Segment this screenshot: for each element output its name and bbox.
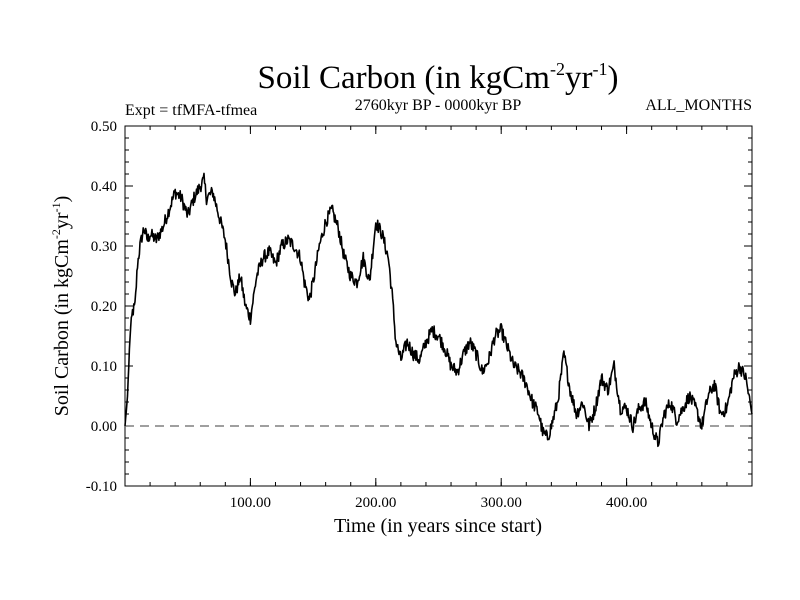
subtitle-left: Expt = tfMFA-tfmea	[125, 102, 257, 119]
chart-title-mid: yr	[565, 60, 593, 96]
x-tick-label: 100.00	[230, 495, 271, 511]
x-tick-label: 300.00	[481, 495, 522, 511]
y-axis-title-end: )	[51, 196, 73, 203]
series-line-soil-carbon	[124, 172, 753, 448]
x-tick-label: 400.00	[606, 495, 647, 511]
y-tick-label: 0.50	[91, 119, 117, 135]
x-axis: 100.00 200.00 300.00 400.00	[149, 126, 728, 511]
subtitle-center: 2760kyr BP - 0000kyr BP	[355, 97, 522, 114]
chart-title-text: Soil Carbon (in kgCm	[258, 60, 551, 96]
y-axis-title: Soil Carbon (in kgCm-2yr-1)	[49, 196, 73, 417]
y-tick-label: 0.40	[91, 179, 117, 195]
y-axis-title-sup2: -1	[49, 202, 63, 212]
y-axis: -0.10 0.00 0.10 0.20 0.30 0.40 0.50	[86, 119, 752, 495]
subtitle-right: ALL_MONTHS	[645, 97, 752, 114]
y-tick-label: 0.20	[91, 299, 117, 315]
y-tick-label: 0.10	[91, 359, 117, 375]
y-axis-title-text: Soil Carbon (in kgCm	[51, 239, 73, 417]
x-tick-label: 200.00	[355, 495, 396, 511]
chart-title-sup2: -1	[592, 59, 607, 79]
y-axis-title-mid: yr	[51, 212, 73, 229]
chart-title-sup1: -2	[550, 59, 565, 79]
chart-title-end: )	[607, 60, 618, 96]
y-tick-label: 0.00	[91, 419, 117, 435]
y-tick-label: 0.30	[91, 239, 117, 255]
chart-title: Soil Carbon (in kgCm-2yr-1)	[258, 59, 619, 96]
plot-area-frame	[124, 125, 753, 487]
y-tick-label: -0.10	[86, 479, 117, 495]
x-axis-title: Time (in years since start)	[334, 515, 542, 537]
y-axis-title-sup1: -2	[49, 229, 63, 239]
